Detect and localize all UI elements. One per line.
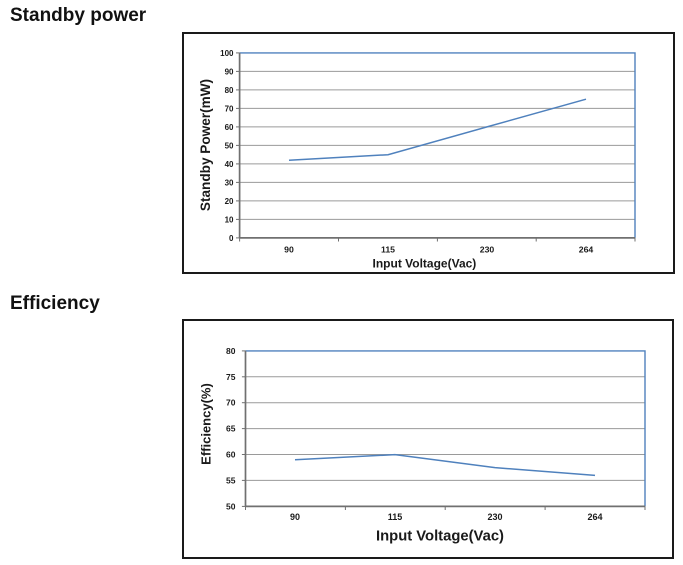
- svg-text:Efficiency(%): Efficiency(%): [198, 383, 213, 465]
- svg-text:0: 0: [229, 234, 234, 243]
- svg-text:70: 70: [226, 398, 236, 408]
- svg-text:264: 264: [579, 245, 594, 255]
- svg-text:50: 50: [225, 141, 234, 150]
- svg-text:264: 264: [587, 512, 602, 522]
- svg-text:65: 65: [226, 424, 236, 434]
- svg-text:90: 90: [290, 512, 300, 522]
- svg-text:20: 20: [225, 197, 234, 206]
- svg-text:115: 115: [381, 245, 395, 255]
- svg-text:Input Voltage(Vac): Input Voltage(Vac): [373, 257, 477, 271]
- svg-text:75: 75: [226, 372, 236, 382]
- svg-text:115: 115: [388, 512, 403, 522]
- svg-text:60: 60: [226, 450, 236, 460]
- svg-text:55: 55: [226, 475, 236, 485]
- svg-text:80: 80: [225, 86, 234, 95]
- svg-text:Standby Power(mW): Standby Power(mW): [198, 79, 213, 211]
- svg-text:100: 100: [220, 49, 234, 58]
- svg-text:40: 40: [225, 160, 234, 169]
- svg-text:90: 90: [225, 67, 234, 76]
- svg-text:10: 10: [225, 215, 234, 224]
- svg-text:90: 90: [284, 245, 294, 255]
- svg-text:Input Voltage(Vac): Input Voltage(Vac): [376, 529, 504, 545]
- svg-text:60: 60: [225, 123, 234, 132]
- svg-text:50: 50: [226, 501, 236, 511]
- svg-text:30: 30: [225, 178, 234, 187]
- svg-text:230: 230: [480, 245, 495, 255]
- svg-text:80: 80: [226, 346, 236, 356]
- svg-text:70: 70: [225, 104, 234, 113]
- svg-text:230: 230: [487, 512, 502, 522]
